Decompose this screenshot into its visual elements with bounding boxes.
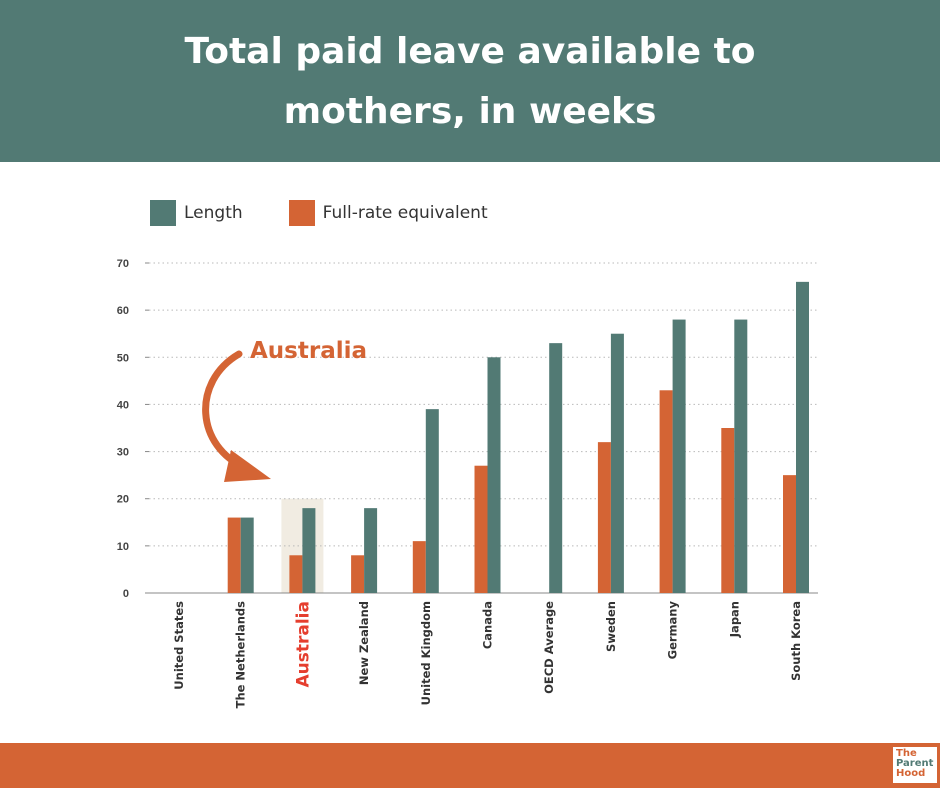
x-tick-label: Japan	[727, 601, 741, 638]
x-tick-label: Germany	[666, 601, 680, 660]
y-tick-label: 70	[117, 258, 129, 270]
parenthood-logo: The Parent Hood	[893, 747, 937, 783]
annotation-arrowhead	[224, 450, 271, 482]
legend-item-length: Length	[150, 200, 243, 226]
y-tick-label: 20	[117, 494, 129, 506]
bar-chart: 0 10 20 30 40 50 60 70 United States The Netherla…	[117, 258, 818, 709]
y-tick-label: 50	[117, 352, 129, 364]
x-tick-label: New Zealand	[357, 601, 371, 685]
bar-length	[672, 319, 686, 593]
bar-fullrate	[289, 555, 303, 593]
bar-fullrate	[474, 465, 488, 593]
x-tick-label: The Netherlands	[234, 601, 248, 709]
x-tick-label: United Kingdom	[419, 601, 433, 705]
bar-length	[364, 508, 378, 593]
bar-length	[610, 333, 624, 593]
y-tick-label: 0	[123, 588, 129, 600]
x-tick-label: South Korea	[789, 601, 803, 681]
y-tick-label: 40	[117, 399, 129, 411]
legend-swatch-fullrate	[288, 200, 315, 226]
legend-label-length: Length	[184, 203, 243, 223]
bar-length	[240, 517, 254, 593]
bar-fullrate	[783, 475, 796, 593]
x-tick-label: Australia	[293, 601, 313, 688]
bar-fullrate	[412, 541, 426, 593]
y-tick-label: 10	[117, 541, 129, 553]
logo-line-3: Hood	[896, 768, 926, 779]
bar-fullrate	[597, 442, 611, 593]
x-tick-label: United States	[172, 601, 186, 690]
annotation-label: Australia	[250, 338, 367, 364]
logo-line-2: Parent	[896, 758, 934, 769]
page-title: Total paid leave available to mothers, i…	[184, 31, 756, 132]
legend-label-fullrate: Full-rate equivalent	[322, 203, 488, 223]
legend-item-fullrate: Full-rate equivalent	[288, 200, 488, 226]
chart-legend: Length Full-rate equivalent	[150, 200, 534, 226]
bar-fullrate	[659, 390, 673, 593]
logo-line-1: The	[896, 748, 917, 759]
bar-length	[302, 508, 316, 593]
annotation-arrow	[202, 350, 250, 472]
bar-fullrate	[721, 428, 735, 593]
bar-length	[734, 319, 748, 593]
bar-length	[425, 409, 439, 593]
x-tick-label: Sweden	[604, 601, 618, 652]
bar-length	[549, 343, 563, 593]
bar-length	[796, 281, 809, 593]
header-banner: Total paid leave available to mothers, i…	[0, 0, 940, 162]
bar-fullrate	[351, 555, 365, 593]
bar-fullrate	[227, 517, 241, 593]
x-tick-label: Canada	[481, 601, 495, 649]
y-tick-label: 60	[117, 305, 129, 317]
bar-length	[487, 357, 501, 593]
legend-swatch-length	[150, 200, 176, 226]
footer-bar	[0, 743, 940, 788]
y-tick-label: 30	[117, 447, 129, 459]
x-tick-label: OECD Average	[542, 601, 556, 694]
